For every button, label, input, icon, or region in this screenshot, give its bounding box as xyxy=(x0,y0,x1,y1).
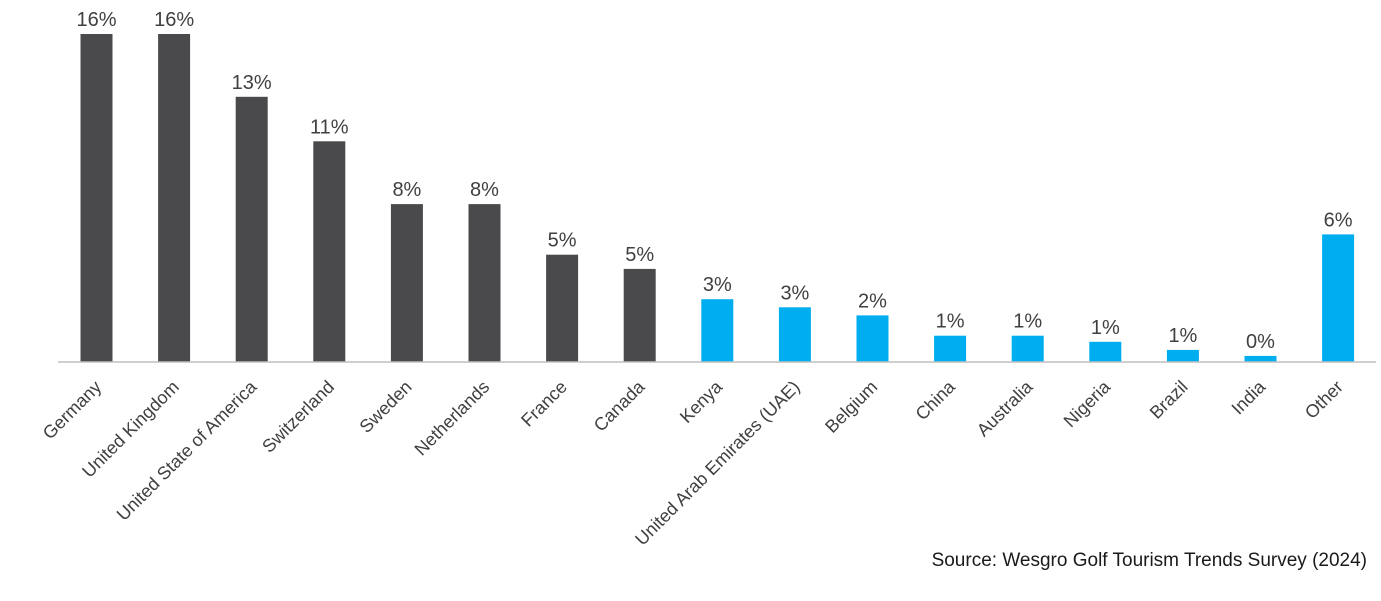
value-labels-group: 16% 16% 13% 11% 8% 8% 5% 5% 3% 3% 2% 1% 1% 1% 1% 0% 6% xyxy=(76,9,1352,353)
category-label-germany: Germany xyxy=(39,377,105,443)
bar-brazil xyxy=(1166,349,1199,362)
data-label-australia: 1% xyxy=(1013,311,1042,333)
category-label-australia: Australia xyxy=(973,376,1037,440)
bar-france xyxy=(546,254,579,362)
category-label-brazil: Brazil xyxy=(1146,377,1192,423)
data-label-united-kingdom: 16% xyxy=(154,9,194,31)
bar-other xyxy=(1322,234,1355,362)
bar-switzerland xyxy=(313,141,346,362)
category-label-canada: Canada xyxy=(590,376,649,435)
category-label-other: Other xyxy=(1301,377,1347,423)
data-label-united-arab-emirates-uae: 3% xyxy=(780,282,809,304)
category-label-united-arab-emirates-uae: United Arab Emirates (UAE) xyxy=(631,377,804,550)
data-label-other: 6% xyxy=(1324,209,1353,231)
data-label-brazil: 1% xyxy=(1168,325,1197,347)
data-label-france: 5% xyxy=(548,230,577,252)
category-label-united-state-of-america: United State of America xyxy=(113,376,262,525)
data-label-kenya: 3% xyxy=(703,274,732,296)
data-label-india: 0% xyxy=(1246,331,1275,353)
bar-kenya xyxy=(701,299,734,362)
data-label-canada: 5% xyxy=(625,244,654,266)
bar-united-arab-emirates-uae xyxy=(778,307,811,362)
category-label-belgium: Belgium xyxy=(821,377,881,437)
bar-belgium xyxy=(856,315,889,362)
bar-canada xyxy=(623,268,656,362)
bar-sweden xyxy=(390,204,423,362)
data-label-germany: 16% xyxy=(76,9,116,31)
bar-australia xyxy=(1011,335,1044,362)
category-label-netherlands: Netherlands xyxy=(411,377,494,460)
category-label-china: China xyxy=(912,376,960,424)
source-note: Source: Wesgro Golf Tourism Trends Surve… xyxy=(931,550,1367,571)
bar-united-state-of-america xyxy=(235,96,268,363)
data-label-netherlands: 8% xyxy=(470,179,499,201)
data-label-belgium: 2% xyxy=(858,290,887,312)
data-label-united-state-of-america: 13% xyxy=(232,72,272,94)
data-label-sweden: 8% xyxy=(392,179,421,201)
bar-china xyxy=(934,335,967,362)
category-label-france: France xyxy=(517,377,571,431)
bar-nigeria xyxy=(1089,341,1122,362)
category-label-switzerland: Switzerland xyxy=(258,377,338,457)
bars-group xyxy=(80,34,1355,363)
bar-india xyxy=(1244,355,1277,362)
category-label-sweden: Sweden xyxy=(356,377,416,437)
data-label-switzerland: 11% xyxy=(310,116,349,138)
bar-netherlands xyxy=(468,204,501,362)
bar-united-kingdom xyxy=(158,34,191,362)
category-label-kenya: Kenya xyxy=(676,376,727,427)
data-label-china: 1% xyxy=(936,311,965,333)
bar-germany xyxy=(80,34,113,362)
data-label-nigeria: 1% xyxy=(1091,317,1120,339)
category-label-nigeria: Nigeria xyxy=(1060,376,1115,431)
category-label-india: India xyxy=(1228,376,1270,418)
